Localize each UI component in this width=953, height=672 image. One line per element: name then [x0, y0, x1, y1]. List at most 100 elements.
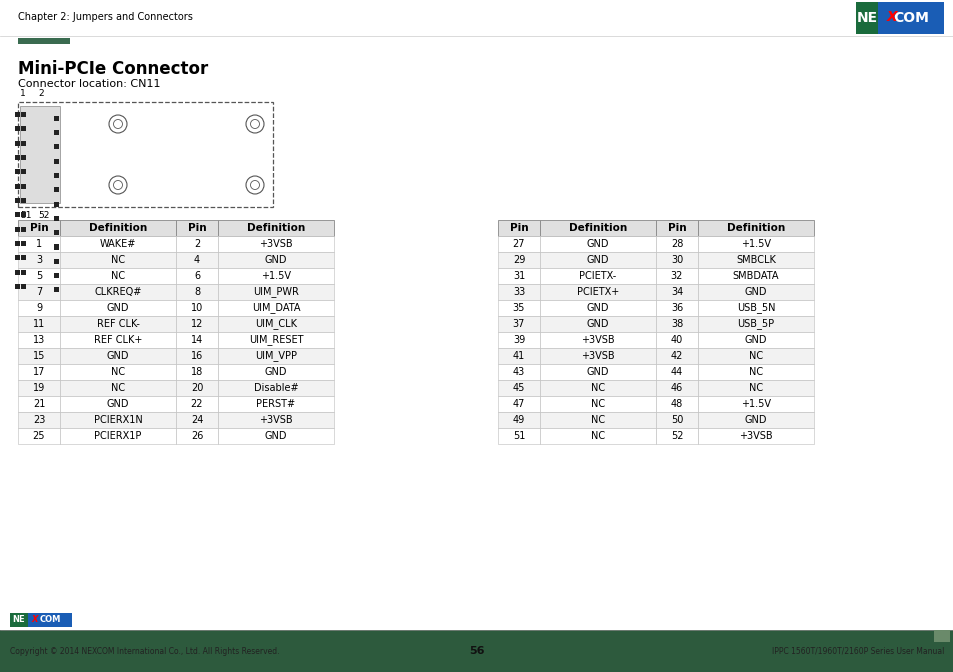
Bar	[60, 348, 175, 364]
Text: 28: 28	[670, 239, 682, 249]
Text: 45: 45	[513, 383, 525, 393]
Text: 42: 42	[670, 351, 682, 361]
Bar	[698, 236, 813, 252]
Bar	[218, 364, 334, 380]
Text: NC: NC	[111, 367, 125, 377]
Text: REF CLK-: REF CLK-	[96, 319, 139, 329]
Bar	[175, 316, 218, 332]
Text: NC: NC	[111, 271, 125, 281]
Text: 31: 31	[513, 271, 524, 281]
Text: 44: 44	[670, 367, 682, 377]
Bar	[656, 348, 698, 364]
Text: Definition: Definition	[89, 223, 147, 233]
Bar	[539, 220, 656, 236]
Bar	[497, 412, 539, 428]
Bar	[218, 316, 334, 332]
Bar	[175, 220, 218, 236]
Text: 52: 52	[670, 431, 682, 441]
Text: 22: 22	[191, 399, 203, 409]
Text: Pin: Pin	[667, 223, 685, 233]
Bar	[60, 300, 175, 316]
Text: 29: 29	[513, 255, 525, 265]
Bar	[15, 169, 20, 175]
Bar	[18, 236, 60, 252]
Text: 14: 14	[191, 335, 203, 345]
Text: NE: NE	[856, 11, 877, 25]
Bar	[18, 364, 60, 380]
Text: NC: NC	[748, 351, 762, 361]
Text: 32: 32	[670, 271, 682, 281]
Text: NC: NC	[748, 367, 762, 377]
Text: 1: 1	[36, 239, 42, 249]
Text: GND: GND	[586, 319, 609, 329]
Text: GND: GND	[744, 415, 766, 425]
Text: 15: 15	[32, 351, 45, 361]
Bar	[656, 428, 698, 444]
Bar	[0, 630, 953, 672]
Bar	[18, 316, 60, 332]
Bar	[656, 220, 698, 236]
Text: Connector location: CN11: Connector location: CN11	[18, 79, 160, 89]
Bar	[54, 259, 59, 264]
Bar	[20, 106, 60, 203]
Text: CLKREQ#: CLKREQ#	[94, 287, 142, 297]
Text: 33: 33	[513, 287, 524, 297]
Text: GND: GND	[744, 335, 766, 345]
Text: GND: GND	[586, 367, 609, 377]
Bar	[218, 428, 334, 444]
Bar	[539, 380, 656, 396]
Bar	[54, 273, 59, 278]
Bar	[218, 332, 334, 348]
Text: GND: GND	[744, 287, 766, 297]
Text: Disable#: Disable#	[253, 383, 298, 393]
Text: NC: NC	[748, 383, 762, 393]
Bar	[698, 380, 813, 396]
Bar	[539, 348, 656, 364]
Text: X: X	[885, 10, 897, 24]
Bar	[497, 332, 539, 348]
Bar	[54, 130, 59, 135]
Bar	[15, 183, 20, 189]
Bar	[497, 252, 539, 268]
Bar	[60, 284, 175, 300]
Text: Definition: Definition	[247, 223, 305, 233]
Text: 11: 11	[32, 319, 45, 329]
Bar	[60, 412, 175, 428]
Text: GND: GND	[265, 367, 287, 377]
Bar	[218, 268, 334, 284]
Bar	[54, 187, 59, 192]
Text: NE: NE	[12, 616, 26, 624]
Text: +3VSB: +3VSB	[580, 335, 614, 345]
Text: 35: 35	[513, 303, 525, 313]
Bar	[21, 140, 26, 146]
Bar	[497, 284, 539, 300]
Text: 34: 34	[670, 287, 682, 297]
Bar	[175, 236, 218, 252]
Bar	[698, 348, 813, 364]
Bar	[18, 380, 60, 396]
Text: IPPC 1560T/1960T/2160P Series User Manual: IPPC 1560T/1960T/2160P Series User Manua…	[771, 646, 943, 655]
Bar	[855, 2, 943, 34]
Bar	[175, 268, 218, 284]
Bar	[175, 284, 218, 300]
Text: 51: 51	[513, 431, 525, 441]
Text: 2: 2	[38, 89, 44, 99]
Text: +1.5V: +1.5V	[740, 239, 770, 249]
Bar	[218, 300, 334, 316]
Bar	[60, 364, 175, 380]
Bar	[497, 236, 539, 252]
Bar	[60, 428, 175, 444]
Bar	[218, 236, 334, 252]
Bar	[539, 412, 656, 428]
Bar	[698, 396, 813, 412]
Text: +1.5V: +1.5V	[740, 399, 770, 409]
Bar	[54, 288, 59, 292]
Text: PCIERX1N: PCIERX1N	[93, 415, 142, 425]
Bar	[21, 126, 26, 132]
Bar	[698, 332, 813, 348]
Text: 37: 37	[513, 319, 525, 329]
Text: SMBDATA: SMBDATA	[732, 271, 779, 281]
Bar	[18, 38, 70, 44]
Text: GND: GND	[107, 351, 129, 361]
Text: 8: 8	[193, 287, 200, 297]
